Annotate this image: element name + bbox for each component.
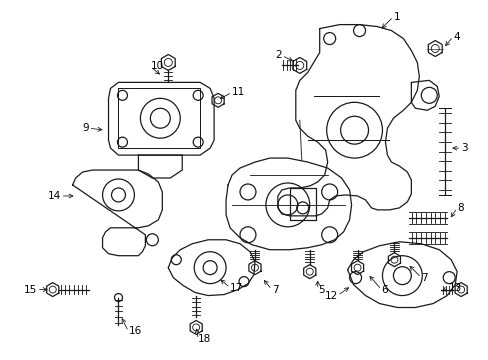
Text: 9: 9	[82, 123, 88, 133]
Text: 12: 12	[324, 291, 337, 301]
Text: 14: 14	[47, 191, 61, 201]
Text: 5: 5	[317, 284, 324, 294]
Text: 8: 8	[456, 203, 463, 213]
Text: 6: 6	[381, 284, 387, 294]
Text: 7: 7	[421, 273, 427, 283]
Text: 2: 2	[275, 50, 281, 60]
Text: 16: 16	[128, 327, 142, 336]
Text: 18: 18	[198, 334, 211, 345]
Text: 15: 15	[23, 284, 37, 294]
Text: 10: 10	[150, 62, 163, 71]
Text: 17: 17	[229, 283, 243, 293]
Text: 4: 4	[452, 32, 459, 41]
Text: 7: 7	[271, 284, 278, 294]
Text: 11: 11	[232, 87, 245, 97]
Text: 13: 13	[448, 283, 462, 293]
Text: 1: 1	[393, 12, 399, 22]
Text: 3: 3	[460, 143, 467, 153]
